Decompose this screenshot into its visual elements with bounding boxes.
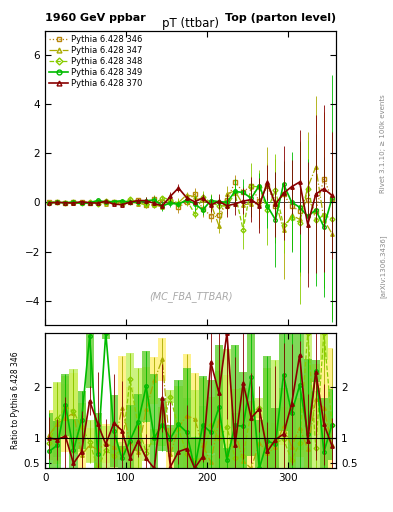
Title: pT (ttbar): pT (ttbar) [162, 16, 219, 30]
Text: 1960 GeV ppbar: 1960 GeV ppbar [45, 13, 146, 23]
Text: Top (parton level): Top (parton level) [225, 13, 336, 23]
Text: Rivet 3.1.10; ≥ 100k events: Rivet 3.1.10; ≥ 100k events [380, 94, 386, 193]
Y-axis label: Ratio to Pythia 6.428 346: Ratio to Pythia 6.428 346 [11, 352, 20, 450]
Legend: Pythia 6.428 346, Pythia 6.428 347, Pythia 6.428 348, Pythia 6.428 349, Pythia 6: Pythia 6.428 346, Pythia 6.428 347, Pyth… [48, 33, 144, 90]
Text: (MC_FBA_TTBAR): (MC_FBA_TTBAR) [149, 291, 232, 302]
Text: [arXiv:1306.3436]: [arXiv:1306.3436] [380, 234, 387, 298]
